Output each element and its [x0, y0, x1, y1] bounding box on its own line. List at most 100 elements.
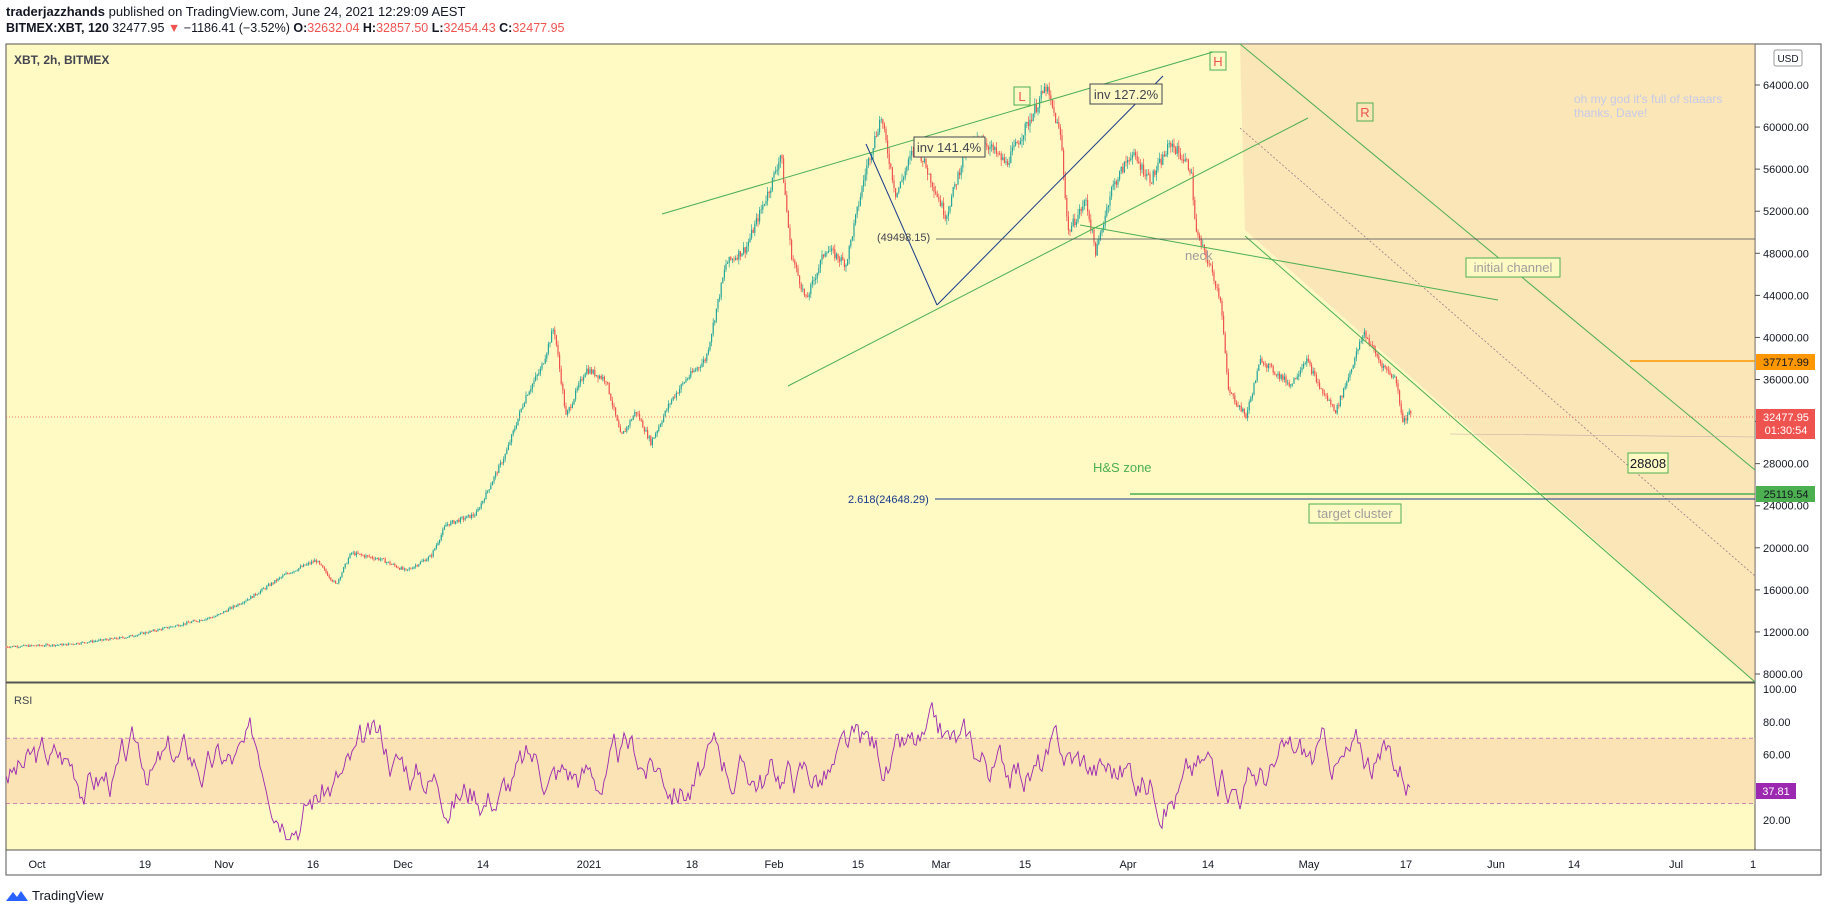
- candle-body: [362, 554, 364, 556]
- candle-body: [1269, 364, 1271, 366]
- candle-body: [531, 383, 533, 389]
- time-tick-label: 1: [1750, 859, 1756, 871]
- channel-upper-line[interactable]: [1239, 43, 1756, 471]
- wedge-lower-line[interactable]: [787, 117, 1309, 387]
- candle-body: [1210, 264, 1212, 266]
- candle-body: [685, 379, 687, 383]
- candle-body: [933, 186, 935, 192]
- candle-body: [18, 646, 20, 648]
- pivot-r[interactable]: R: [1356, 102, 1374, 122]
- main-pane[interactable]: [5, 43, 1756, 683]
- candle-body: [1408, 411, 1410, 415]
- candle-body: [371, 556, 373, 559]
- candle-body: [1264, 364, 1266, 366]
- candle-body: [322, 565, 324, 568]
- time-tick-label: Mar: [932, 859, 951, 871]
- candle-body: [1181, 159, 1183, 160]
- candle-body: [50, 645, 52, 647]
- candle-body: [368, 555, 370, 557]
- candle-body: [1032, 113, 1034, 122]
- candle-body: [1291, 383, 1293, 385]
- candle-body: [1154, 170, 1156, 175]
- candle-body: [813, 279, 815, 281]
- candle-body: [127, 637, 129, 638]
- candle-body: [931, 183, 933, 187]
- candle-body: [528, 391, 530, 396]
- candle-body: [762, 205, 764, 210]
- currency-badge[interactable]: USD: [1773, 49, 1803, 67]
- wedge-upper-line[interactable]: [661, 51, 1214, 215]
- candle-body: [39, 644, 41, 646]
- candle-body: [170, 626, 172, 628]
- candle-body: [423, 560, 425, 561]
- candle-body: [15, 646, 17, 647]
- candle-body: [1101, 229, 1103, 233]
- candle-body: [192, 620, 194, 622]
- v-right-line[interactable]: [936, 75, 1164, 306]
- candle-body: [111, 638, 113, 639]
- candle-body: [559, 354, 561, 369]
- candle-body: [405, 568, 407, 570]
- initial-channel-box[interactable]: initial channel: [1465, 257, 1561, 278]
- candle-body: [1317, 381, 1319, 383]
- candle-body: [731, 258, 733, 260]
- v-left-line[interactable]: [865, 143, 938, 306]
- candle-body: [618, 420, 620, 428]
- time-axis[interactable]: [5, 849, 1822, 876]
- inv-141-box[interactable]: inv 141.4%: [913, 136, 986, 158]
- candle-body: [816, 273, 818, 279]
- time-tick-label: Jun: [1487, 859, 1505, 871]
- candle-body: [287, 573, 289, 574]
- candle-body: [1346, 381, 1348, 387]
- low-28808-box[interactable]: 28808: [1627, 452, 1669, 474]
- candle-body: [899, 181, 901, 189]
- candle-body: [839, 259, 841, 262]
- candle-body: [208, 617, 210, 619]
- inv-127-box[interactable]: inv 127.2%: [1089, 83, 1163, 105]
- candle-body: [491, 481, 493, 486]
- candle-body: [1114, 181, 1116, 185]
- author-name[interactable]: traderjazzhands: [6, 4, 105, 19]
- candle-body: [1071, 225, 1073, 232]
- candle-body: [608, 382, 610, 394]
- footer-brand[interactable]: TradingView: [32, 888, 104, 903]
- channel-lower-line[interactable]: [1244, 235, 1756, 683]
- candle-body: [1207, 257, 1209, 264]
- candle-body: [139, 632, 141, 635]
- target-cluster-box[interactable]: target cluster: [1308, 503, 1402, 524]
- pivot-h[interactable]: H: [1209, 51, 1227, 71]
- candle-body: [501, 462, 503, 464]
- candle-body: [1122, 166, 1124, 173]
- candle-body: [1175, 147, 1177, 154]
- candle-body: [1047, 86, 1049, 92]
- channel-mid-line[interactable]: [1239, 127, 1756, 577]
- price-axis[interactable]: [1754, 43, 1822, 851]
- note-line-1: oh my god it's full of staaars: [1574, 92, 1722, 106]
- candle-body: [1143, 164, 1145, 176]
- rsi-pane[interactable]: [5, 682, 1756, 851]
- candle-body: [1119, 171, 1121, 180]
- ohlc-legend: BITMEX:XBT, 120 32477.95 ▼ −1186.41 (−3.…: [6, 21, 565, 35]
- candle-body: [1112, 184, 1114, 188]
- candle-body: [359, 553, 361, 555]
- candle-body: [445, 524, 447, 527]
- candle-body: [1117, 179, 1119, 185]
- candle-body: [1253, 383, 1255, 395]
- candle-body: [858, 205, 860, 207]
- candle-body: [267, 584, 269, 586]
- candle-body: [879, 120, 881, 133]
- candle-body: [682, 383, 684, 385]
- pivot-l[interactable]: L: [1013, 86, 1031, 106]
- candle-body: [1312, 371, 1314, 374]
- neckline[interactable]: [1079, 224, 1499, 301]
- candle-body: [31, 645, 33, 646]
- candle-body: [1347, 377, 1349, 382]
- candle-body: [1011, 147, 1013, 152]
- low-level-line[interactable]: [1449, 433, 1756, 438]
- candle-body: [103, 639, 105, 641]
- candle-body: [144, 632, 146, 635]
- candle-body: [240, 603, 242, 605]
- candle-body: [197, 621, 199, 623]
- candle-body: [1384, 365, 1386, 368]
